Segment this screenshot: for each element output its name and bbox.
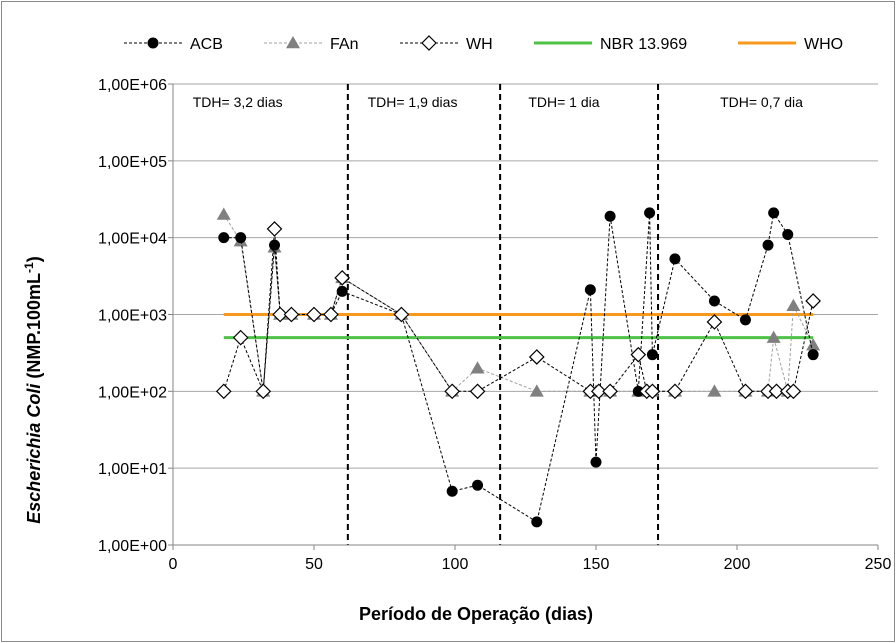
data-point	[737, 383, 754, 400]
data-point	[306, 306, 322, 323]
data-point	[470, 361, 485, 374]
data-point	[531, 516, 543, 528]
axes: 1,00E+00 1,00E+01 1,00E+02 1,00E+03 1,00E+04…	[98, 77, 891, 573]
phase-label: TDH= 0,7 dia	[720, 94, 803, 110]
y-tick-label: 1,00E+06	[98, 77, 167, 94]
data-point	[644, 207, 656, 219]
series-fan	[216, 207, 821, 397]
y-tick-label: 1,00E+05	[98, 154, 167, 171]
series-layer	[215, 207, 821, 528]
data-point	[632, 385, 644, 397]
data-point	[644, 383, 661, 400]
phase-label: TDH= 1,9 dias	[368, 94, 458, 110]
data-point	[762, 239, 774, 251]
data-point	[216, 207, 231, 220]
data-point	[768, 207, 780, 219]
legend-label: ACB	[190, 36, 223, 53]
data-point	[232, 329, 249, 346]
legend-item-nbr-13-969: NBR 13.969	[534, 36, 687, 53]
y-tick-label: 1,00E+01	[98, 461, 167, 478]
data-point	[336, 285, 348, 297]
y-axis-label: Escherichia Coli (NMP.100mL-1)	[22, 256, 44, 523]
data-point	[393, 306, 410, 323]
data-point	[218, 232, 230, 244]
data-point	[602, 383, 618, 400]
x-tick-label: 250	[865, 556, 892, 573]
data-point	[785, 383, 802, 400]
gridlines	[173, 83, 878, 469]
data-point	[590, 456, 602, 468]
data-point	[444, 383, 461, 400]
data-point	[323, 306, 339, 323]
data-point	[283, 306, 300, 323]
data-point	[266, 221, 283, 237]
data-point	[255, 383, 272, 400]
data-point	[739, 314, 751, 326]
x-tick-label: 150	[583, 556, 610, 573]
phase-label: TDH= 1 dia	[528, 94, 599, 110]
series-wh	[215, 221, 821, 400]
data-point	[286, 36, 300, 49]
data-point	[786, 298, 801, 311]
data-point	[806, 338, 821, 351]
legend-label: FAn	[330, 36, 358, 53]
data-point	[707, 384, 722, 397]
legend-item-who: WHO	[738, 36, 843, 53]
data-point	[528, 349, 545, 365]
data-point	[529, 384, 544, 397]
data-point	[469, 383, 486, 400]
data-point	[215, 383, 232, 400]
x-tick-label: 0	[169, 556, 178, 573]
legend-item-fan: FAn	[264, 36, 358, 53]
data-point	[805, 293, 821, 309]
data-point	[646, 349, 658, 361]
legend-label: WH	[466, 36, 493, 53]
data-point	[590, 383, 607, 400]
legend: ACB FAn WH NBR 13.969 WHO	[124, 35, 843, 53]
data-point	[706, 314, 723, 330]
data-point	[604, 210, 616, 222]
data-point	[446, 485, 458, 497]
y-tick-label: 1,00E+00	[98, 538, 167, 555]
data-point	[235, 232, 247, 244]
series-line	[223, 214, 814, 393]
data-point	[334, 269, 351, 286]
data-point	[630, 346, 647, 363]
legend-label: WHO	[804, 36, 843, 53]
x-tick-label: 50	[305, 556, 323, 573]
data-point	[669, 253, 681, 265]
data-point	[766, 330, 781, 343]
x-tick-label: 200	[724, 556, 751, 573]
legend-label: NBR 13.969	[600, 36, 687, 53]
legend-item-acb: ACB	[124, 36, 223, 53]
data-point	[584, 284, 596, 296]
data-point	[269, 239, 281, 251]
y-tick-label: 1,00E+03	[98, 308, 167, 325]
data-point	[472, 479, 484, 491]
y-tick-label: 1,00E+02	[98, 384, 167, 401]
data-point	[708, 295, 720, 307]
x-axis-label: Período de Operação (dias)	[359, 604, 593, 624]
phase-label: TDH= 3,2 dias	[193, 94, 283, 110]
annotations: TDH= 3,2 dias TDH= 1,9 dias TDH= 1 dia TDH=…	[193, 94, 803, 110]
data-point	[667, 383, 683, 400]
data-point	[768, 383, 785, 400]
legend-item-wh: WH	[400, 35, 493, 53]
y-tick-label: 1,00E+04	[98, 231, 167, 248]
data-point	[421, 35, 437, 51]
data-point	[782, 228, 794, 240]
data-point	[807, 349, 819, 361]
x-tick-label: 100	[442, 556, 469, 573]
data-point	[147, 37, 159, 49]
data-point	[272, 306, 289, 323]
